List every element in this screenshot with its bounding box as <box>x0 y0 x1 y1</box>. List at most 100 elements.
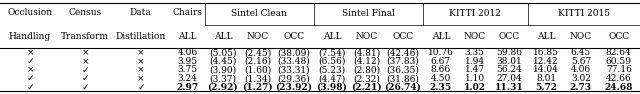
Text: Data: Data <box>130 8 152 17</box>
Text: $\checkmark$: $\checkmark$ <box>81 66 89 74</box>
Text: $\checkmark$: $\checkmark$ <box>26 83 34 92</box>
Text: (3.90): (3.90) <box>209 66 237 74</box>
Text: 1.02: 1.02 <box>463 83 486 92</box>
Text: OCC: OCC <box>284 32 305 41</box>
Text: 10.76: 10.76 <box>428 48 454 57</box>
Text: (26.74): (26.74) <box>385 83 421 92</box>
Text: $\checkmark$: $\checkmark$ <box>81 74 89 83</box>
Text: OCC: OCC <box>608 32 629 41</box>
Text: OCC: OCC <box>392 32 413 41</box>
Text: ALL: ALL <box>179 32 197 41</box>
Text: 8.66: 8.66 <box>431 66 451 74</box>
Text: (4.81): (4.81) <box>353 48 380 57</box>
Text: 1.94: 1.94 <box>465 57 484 66</box>
Text: 3.35: 3.35 <box>465 48 484 57</box>
Text: (4.45): (4.45) <box>209 57 237 66</box>
Text: 2.73: 2.73 <box>570 83 592 92</box>
Text: 14.04: 14.04 <box>533 66 559 74</box>
Text: 12.42: 12.42 <box>533 57 559 66</box>
Text: 6.45: 6.45 <box>571 48 591 57</box>
Text: (2.80): (2.80) <box>353 66 380 74</box>
Text: $\checkmark$: $\checkmark$ <box>26 74 34 83</box>
Text: 82.64: 82.64 <box>606 48 632 57</box>
Text: 27.04: 27.04 <box>496 74 522 83</box>
Text: NOC: NOC <box>463 32 486 41</box>
Text: NOC: NOC <box>246 32 269 41</box>
Text: (33.31): (33.31) <box>278 66 310 74</box>
Text: 5.67: 5.67 <box>571 57 591 66</box>
Text: Occlusion: Occlusion <box>7 8 52 17</box>
Text: (5.23): (5.23) <box>318 66 346 74</box>
Text: 5.72: 5.72 <box>535 83 557 92</box>
Text: KITTI 2012: KITTI 2012 <box>449 9 501 18</box>
Text: Handling: Handling <box>9 32 51 41</box>
Text: 3.02: 3.02 <box>571 74 591 83</box>
Text: $\times$: $\times$ <box>26 65 34 75</box>
Text: ALL: ALL <box>431 32 450 41</box>
Text: 1.47: 1.47 <box>465 66 484 74</box>
Text: 4.06: 4.06 <box>571 66 591 74</box>
Text: $\times$: $\times$ <box>81 48 90 57</box>
Text: (42.46): (42.46) <box>387 48 419 57</box>
Text: (2.32): (2.32) <box>353 74 380 83</box>
Text: $\times$: $\times$ <box>136 48 145 57</box>
Text: 6.67: 6.67 <box>431 57 451 66</box>
Text: 60.59: 60.59 <box>605 57 632 66</box>
Text: 3.95: 3.95 <box>177 57 198 66</box>
Text: $\times$: $\times$ <box>136 65 145 75</box>
Text: Census: Census <box>68 8 102 17</box>
Text: (6.56): (6.56) <box>318 57 346 66</box>
Text: 59.86: 59.86 <box>496 48 522 57</box>
Text: 1.10: 1.10 <box>465 74 484 83</box>
Text: 56.24: 56.24 <box>496 66 522 74</box>
Text: 4.06: 4.06 <box>177 48 198 57</box>
Text: (33.48): (33.48) <box>278 57 310 66</box>
Text: (1.60): (1.60) <box>244 66 271 74</box>
Text: $\times$: $\times$ <box>81 57 90 66</box>
Text: ALL: ALL <box>214 32 232 41</box>
Text: $\checkmark$: $\checkmark$ <box>26 57 34 66</box>
Text: NOC: NOC <box>356 32 378 41</box>
Text: Distillation: Distillation <box>115 32 166 41</box>
Text: (1.27): (1.27) <box>243 83 273 92</box>
Text: NOC: NOC <box>570 32 592 41</box>
Text: (31.86): (31.86) <box>387 74 419 83</box>
Text: 16.85: 16.85 <box>533 48 559 57</box>
Text: (38.09): (38.09) <box>278 48 310 57</box>
Text: $\times$: $\times$ <box>26 48 34 57</box>
Text: $\times$: $\times$ <box>136 57 145 66</box>
Text: Chairs: Chairs <box>173 8 202 17</box>
Text: 3.24: 3.24 <box>178 74 198 83</box>
Text: (2.45): (2.45) <box>244 48 271 57</box>
Text: $\checkmark$: $\checkmark$ <box>81 83 89 92</box>
Text: (3.98): (3.98) <box>316 83 348 92</box>
Text: 4.50: 4.50 <box>431 74 451 83</box>
Text: 11.31: 11.31 <box>495 83 524 92</box>
Text: 38.01: 38.01 <box>496 57 522 66</box>
Text: (2.16): (2.16) <box>244 57 271 66</box>
Text: (2.21): (2.21) <box>351 83 382 92</box>
Text: (5.05): (5.05) <box>209 48 237 57</box>
Text: 8.01: 8.01 <box>536 74 556 83</box>
Text: 2.97: 2.97 <box>177 83 198 92</box>
Text: (7.54): (7.54) <box>318 48 346 57</box>
Text: 42.66: 42.66 <box>606 74 632 83</box>
Text: (36.35): (36.35) <box>387 66 419 74</box>
Text: ALL: ALL <box>323 32 341 41</box>
Text: ALL: ALL <box>537 32 556 41</box>
Text: Transform: Transform <box>61 32 109 41</box>
Text: (29.36): (29.36) <box>278 74 310 83</box>
Text: 2.35: 2.35 <box>430 83 452 92</box>
Text: (37.83): (37.83) <box>387 57 419 66</box>
Text: 24.68: 24.68 <box>604 83 633 92</box>
Text: (2.92): (2.92) <box>207 83 238 92</box>
Text: (3.37): (3.37) <box>209 74 236 83</box>
Text: KITTI 2015: KITTI 2015 <box>558 9 610 18</box>
Text: 3.75: 3.75 <box>177 66 198 74</box>
Text: Sintel Clean: Sintel Clean <box>231 9 287 18</box>
Text: 77.16: 77.16 <box>606 66 632 74</box>
Text: OCC: OCC <box>499 32 520 41</box>
Text: (4.47): (4.47) <box>318 74 346 83</box>
Text: Sintel Final: Sintel Final <box>342 9 395 18</box>
Text: (23.92): (23.92) <box>275 83 312 92</box>
